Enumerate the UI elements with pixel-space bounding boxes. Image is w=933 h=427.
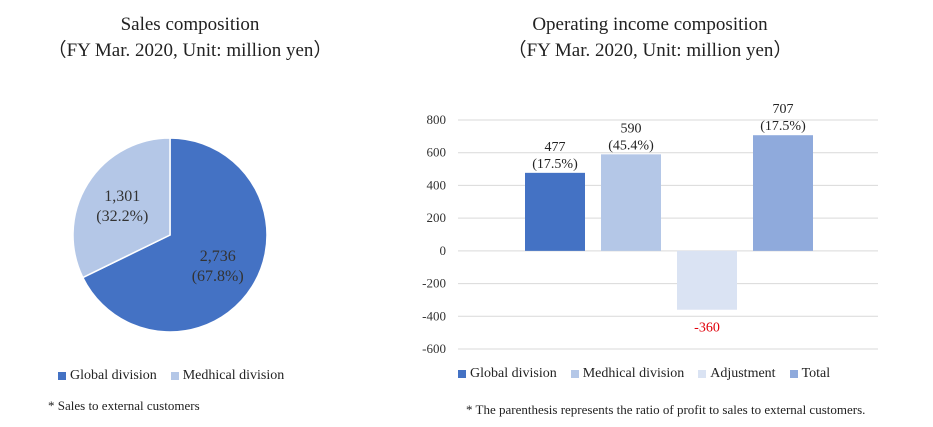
legend-swatch-bar-medical — [570, 370, 579, 378]
bar-1 — [601, 154, 661, 251]
legend-swatch-medical — [170, 372, 179, 380]
sales-footnote: * Sales to external customers — [48, 398, 200, 413]
sales-legend: Global division Medhical division — [58, 368, 298, 384]
sales-pie-chart: 2,736 (67.8%) 1,301 (32.2%) — [72, 137, 268, 333]
legend-label-medical: Medhical division — [182, 368, 285, 383]
income-title-line2: （FY Mar. 2020, Unit: million yen） — [507, 40, 793, 61]
pie-percent-label-1: (32.2%) — [96, 208, 148, 225]
bar-percent-label-0: (17.5%) — [532, 157, 578, 172]
bar-0 — [525, 172, 585, 251]
legend-swatch-bar-total — [789, 370, 798, 378]
legend-item-global: Global division — [58, 368, 157, 384]
pie-value-label-0: 2,736 — [200, 248, 236, 265]
pie-value-label-1: 1,301 — [104, 188, 140, 205]
legend-item-bar-global: Global division — [458, 366, 557, 382]
legend-swatch-bar-adjustment — [698, 370, 707, 378]
legend-label-bar-global: Global division — [470, 366, 557, 381]
pie-slice-0 — [81, 137, 268, 333]
legend-item-bar-medical: Medhical division — [570, 366, 685, 382]
sales-chart-title: Sales composition （FY Mar. 2020, Unit: m… — [20, 12, 360, 64]
legend-label-bar-total: Total — [801, 366, 831, 381]
y-tick-label-1: 600 — [427, 145, 447, 160]
income-legend: Global division Medhical division Adjust… — [458, 366, 844, 382]
income-bar-chart: 800 600 400 200 0 -200 -400 -600 477 (17.5%) 590 (4… — [422, 102, 878, 356]
bar-percent-label-3: (17.5%) — [760, 119, 806, 134]
income-title-line1: Operating income composition — [532, 14, 768, 35]
y-tick-label-4: 0 — [440, 243, 447, 258]
bar-2 — [677, 250, 737, 310]
legend-swatch-bar-global — [458, 370, 466, 378]
bar-3 — [753, 135, 813, 251]
sales-title-line2: （FY Mar. 2020, Unit: million yen） — [47, 40, 333, 61]
bar-value-label-3: 707 — [773, 102, 794, 117]
income-footnote: * The parenthesis represents the ratio o… — [466, 402, 866, 417]
y-tick-label-0: 800 — [427, 112, 447, 127]
legend-label-bar-medical: Medhical division — [582, 366, 685, 381]
bar-value-label-1: 590 — [621, 121, 642, 136]
y-tick-label-3: 200 — [427, 210, 447, 225]
legend-item-medical: Medhical division — [170, 368, 285, 384]
pie-slice-1 — [72, 137, 171, 279]
sales-title-line1: Sales composition — [120, 14, 260, 35]
legend-label-bar-adjustment: Adjustment — [710, 366, 776, 381]
legend-swatch-global — [58, 372, 66, 380]
y-tick-label-5: -200 — [422, 276, 446, 291]
y-tick-label-2: 400 — [427, 177, 447, 192]
bar-value-label-0: 477 — [545, 140, 566, 155]
bar-percent-label-1: (45.4%) — [608, 138, 654, 153]
pie-percent-label-0: (67.8%) — [192, 268, 244, 285]
legend-item-bar-adjustment: Adjustment — [698, 366, 776, 382]
legend-item-bar-total: Total — [789, 366, 831, 382]
bar-value-label-2: -360 — [694, 321, 720, 336]
y-tick-label-6: -400 — [422, 308, 446, 323]
y-tick-label-7: -600 — [422, 341, 446, 356]
legend-label-global: Global division — [70, 368, 157, 383]
income-chart-title: Operating income composition （FY Mar. 20… — [455, 12, 845, 64]
